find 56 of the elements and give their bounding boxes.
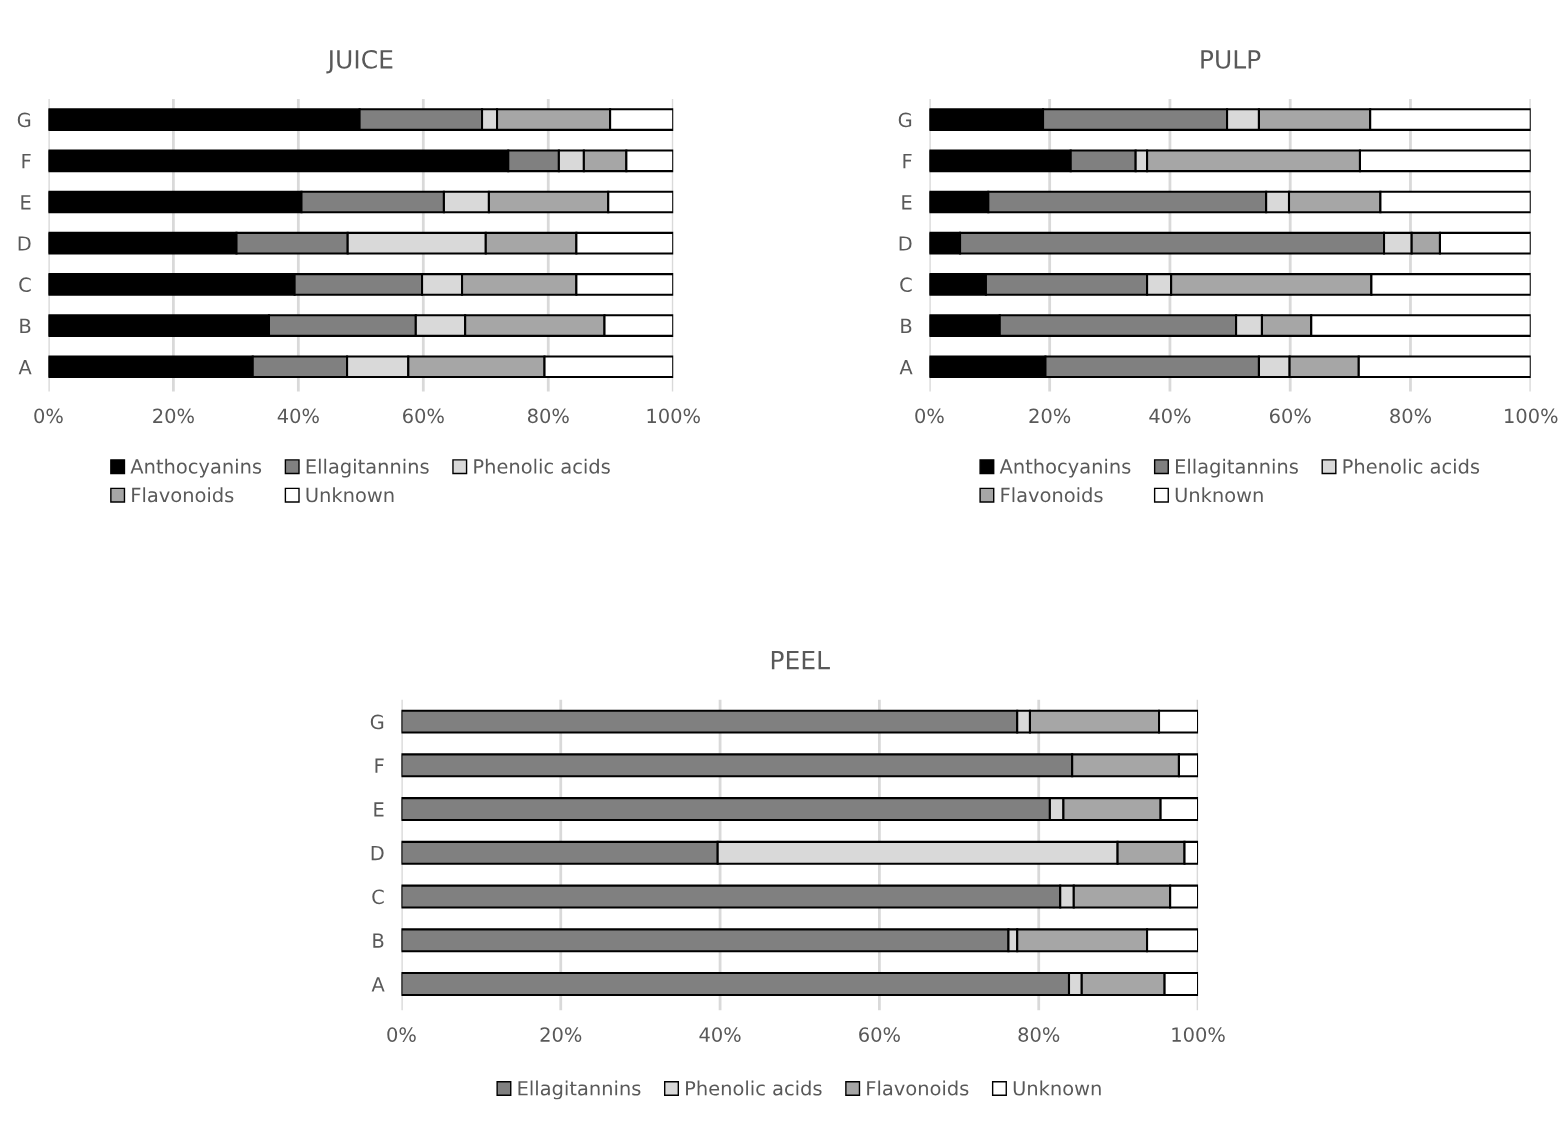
legend-label: Ellagitannins (306, 458, 429, 478)
legend-label: Phenolic acids (474, 458, 610, 474)
y-tick-label: D (18, 236, 31, 251)
y-tick-label: A (899, 359, 913, 375)
legend-label: Flavonoids (867, 1080, 969, 1096)
x-tick-label: 100% (1505, 408, 1558, 424)
y-tick-label: D (899, 236, 912, 251)
legend-label: Ellagitannins (1176, 458, 1298, 478)
x-tick-label: 40% (277, 408, 319, 424)
y-tick-label: C (19, 277, 31, 293)
y-tick-label: B (901, 318, 912, 333)
legend-label: Flavonoids (132, 487, 234, 503)
x-tick-label: 40% (1149, 408, 1191, 424)
x-tick-label: 0% (915, 408, 944, 424)
x-tick-label: 60% (859, 1027, 900, 1042)
x-tick-label: 80% (1018, 1027, 1060, 1042)
x-tick-label: 100% (1172, 1027, 1225, 1042)
y-tick-label: B (20, 318, 31, 333)
y-tick-label: E (902, 195, 912, 210)
x-tick-label: 80% (1390, 408, 1432, 424)
y-tick-label: B (373, 933, 384, 948)
chart-title: PULP (1201, 50, 1261, 69)
x-tick-label: 0% (34, 408, 63, 424)
y-tick-label: A (371, 977, 385, 992)
y-tick-label: G (17, 112, 31, 128)
x-tick-label: 20% (540, 1027, 582, 1042)
legend-label: Unknown (306, 487, 394, 503)
y-tick-label: F (903, 154, 912, 169)
y-tick-label: F (22, 154, 31, 169)
chart-title: JUICE (326, 49, 393, 74)
x-tick-label: 60% (1269, 408, 1311, 424)
chart-title: PEEL (771, 650, 830, 670)
y-tick-label: F (375, 758, 384, 773)
y-tick-label: E (374, 802, 384, 817)
y-tick-label: C (900, 277, 912, 293)
legend-label: Flavonoids (1001, 487, 1103, 503)
legend-label: Ellagitannins (518, 1080, 641, 1100)
legend-label: Phenolic acids (686, 1080, 822, 1096)
y-tick-label: A (18, 359, 32, 375)
x-tick-label: 20% (1029, 408, 1071, 424)
x-tick-label: 100% (647, 408, 700, 424)
x-tick-label: 40% (699, 1027, 741, 1042)
legend-label: Anthocyanins (999, 458, 1131, 478)
legend-label: Anthocyanins (130, 458, 262, 478)
legend-label: Phenolic acids (1343, 458, 1480, 474)
x-tick-label: 60% (403, 408, 444, 424)
y-tick-label: D (371, 846, 384, 861)
legend-label: Unknown (1175, 487, 1263, 503)
y-tick-label: C (372, 889, 384, 905)
y-tick-label: G (898, 112, 912, 128)
x-tick-label: 80% (527, 408, 569, 424)
legend-label: Unknown (1013, 1080, 1101, 1096)
x-tick-label: 0% (387, 1027, 416, 1042)
x-tick-label: 20% (153, 408, 194, 424)
y-tick-label: G (370, 714, 384, 730)
y-tick-label: E (21, 195, 31, 210)
